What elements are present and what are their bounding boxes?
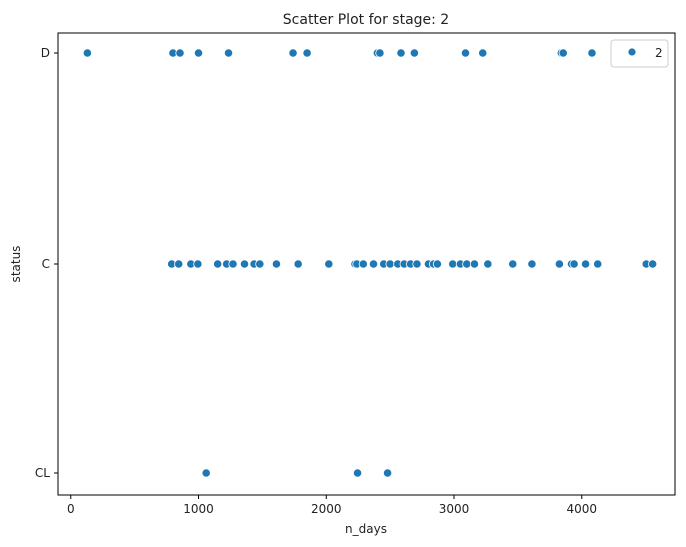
scatter-point	[527, 259, 537, 269]
scatter-point	[193, 48, 204, 58]
scatter-point	[462, 259, 472, 269]
legend-box	[610, 39, 669, 68]
scatter-point	[358, 259, 368, 269]
scatter-point	[483, 259, 493, 269]
scatter-point	[558, 48, 568, 58]
scatter-point	[174, 259, 184, 269]
scatter-point	[469, 259, 480, 269]
scatter-point	[82, 48, 92, 58]
x-tick-label: 2000	[311, 502, 342, 516]
scatter-point	[409, 48, 420, 58]
scatter-point	[396, 48, 406, 58]
scatter-point	[293, 259, 303, 269]
scatter-point	[580, 259, 591, 269]
scatter-point	[382, 468, 393, 478]
scatter-point	[587, 48, 597, 58]
scatter-point	[368, 259, 379, 269]
x-tick-label: 3000	[439, 502, 470, 516]
scatter-point	[375, 48, 385, 58]
scatter-point	[554, 259, 564, 269]
x-axis: 0 1000 2000 3000 4000	[67, 495, 597, 516]
scatter-point	[175, 48, 185, 58]
scatter-point	[228, 259, 238, 269]
scatter-point	[432, 259, 442, 269]
scatter-point	[478, 48, 488, 58]
x-tick-label: 4000	[566, 502, 597, 516]
scatter-point	[271, 259, 282, 269]
scatter-point	[385, 259, 395, 269]
scatter-point	[201, 468, 211, 478]
scatter-point	[255, 259, 265, 269]
y-axis-title: status	[9, 246, 23, 283]
plot-area: 0 1000 2000 3000 4000 CL C D	[35, 32, 676, 516]
scatter-point	[239, 259, 250, 269]
y-tick-label: C	[42, 257, 50, 271]
legend: 2	[610, 39, 669, 68]
scatter-point	[448, 259, 458, 269]
y-tick-label: D	[41, 46, 50, 60]
chart-title: Scatter Plot for stage: 2	[283, 12, 449, 28]
scatter-point	[223, 48, 234, 58]
scatter-point	[648, 259, 658, 269]
scatter-point	[193, 259, 203, 269]
points-layer	[82, 48, 658, 478]
scatter-point	[213, 259, 223, 269]
legend-label: 2	[655, 46, 663, 60]
legend-marker	[627, 47, 637, 57]
scatter-point	[288, 48, 298, 58]
scatter-point	[508, 259, 518, 269]
x-tick-label: 1000	[183, 502, 214, 516]
scatter-point	[352, 468, 363, 478]
y-tick-label: CL	[35, 466, 50, 480]
y-axis: CL C D	[35, 46, 58, 480]
scatter-point	[460, 48, 471, 58]
x-axis-title: n_days	[345, 522, 387, 536]
scatter-point	[302, 48, 312, 58]
scatter-point	[569, 259, 579, 269]
scatter-point	[412, 259, 422, 269]
scatter-point	[593, 259, 603, 269]
x-tick-label: 0	[67, 502, 75, 516]
scatter-point	[324, 259, 334, 269]
